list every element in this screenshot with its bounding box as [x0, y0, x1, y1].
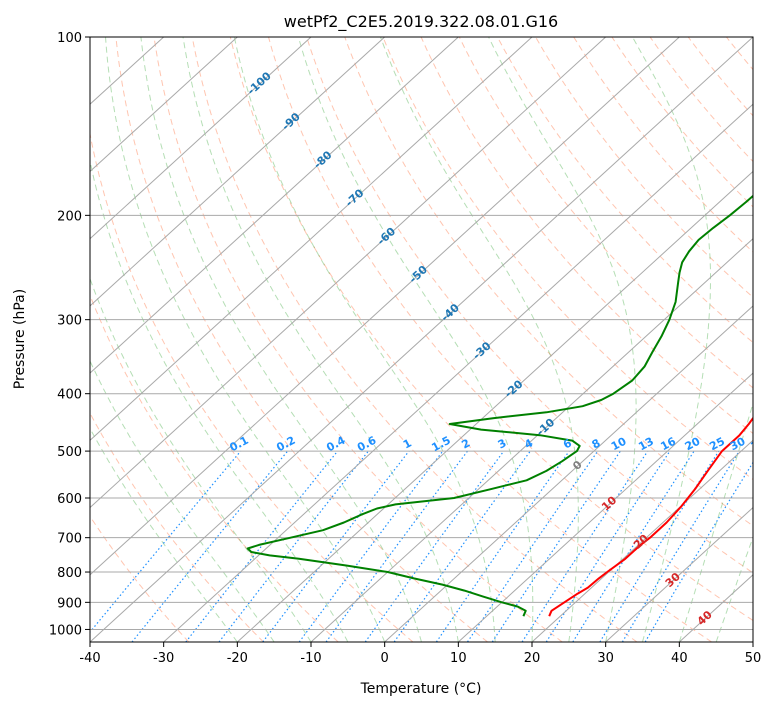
- plot-frame: [89, 36, 754, 643]
- mixing-ratio-label: 36: [749, 435, 769, 454]
- mixing-ratio-label: 30: [728, 435, 748, 454]
- isotherm: [605, 506, 753, 642]
- dry-adiabat: [306, 37, 753, 574]
- mixing-ratio-line: [131, 450, 289, 642]
- isotherm: [236, 170, 753, 642]
- x-tick-label: 20: [524, 651, 541, 666]
- x-tick-label: -30: [153, 651, 174, 666]
- mixing-ratio-line: [185, 450, 339, 642]
- mixing-ratio-line: [90, 450, 242, 633]
- isotherm: [90, 37, 312, 240]
- profile-series: [246, 194, 753, 617]
- y-tick-label: 200: [57, 209, 82, 224]
- isotherm: [310, 237, 753, 642]
- y-axis-label: Pressure (hPa): [12, 289, 28, 389]
- mixing-ratio-label: 20: [683, 434, 703, 453]
- moist-adiabat: [380, 37, 579, 642]
- mixing-ratio-line: [521, 450, 649, 642]
- mixing-ratio-label: 13: [636, 435, 656, 454]
- x-tick-label: 30: [597, 651, 614, 666]
- x-tick-label: -10: [300, 651, 321, 666]
- mixing-ratio-line: [572, 450, 695, 642]
- y-tick-label: 1000: [49, 623, 82, 638]
- plot-area: -100-90-80-70-60-50-40-30-20-10010203040…: [90, 37, 769, 642]
- isotherm: [90, 37, 238, 173]
- moist-adiabat: [105, 37, 386, 642]
- pressure-gridlines: [90, 37, 753, 630]
- y-tick-label: 300: [57, 314, 82, 329]
- moist-adiabat: [182, 37, 459, 642]
- x-tick-label: 50: [745, 651, 762, 666]
- x-tick-label: 0: [381, 651, 389, 666]
- y-tick-label: 900: [57, 596, 82, 611]
- isotherm: [384, 305, 753, 642]
- moist-adiabat: [488, 37, 637, 642]
- moist-adiabat: [678, 401, 753, 642]
- dry-adiabat: [90, 412, 264, 642]
- profile-line: [548, 416, 753, 617]
- mixing-ratio-line: [298, 450, 444, 642]
- mixing-ratio-line: [364, 450, 505, 642]
- mixing-ratio-label: 25: [707, 435, 727, 454]
- moist-adiabat: [297, 37, 534, 642]
- isotherm: [90, 37, 680, 576]
- isotherm: [90, 37, 386, 307]
- isotherm: [90, 37, 607, 509]
- mixing-ratio-line: [435, 450, 570, 642]
- moist-adiabat: [90, 359, 275, 642]
- dry-adiabat: [382, 37, 753, 481]
- mixing-ratio-line: [545, 450, 671, 642]
- y-tick-label: 800: [57, 566, 82, 581]
- dry-adiabat: [268, 37, 753, 622]
- x-axis-label: Temperature (°C): [360, 681, 482, 697]
- mixing-ratio-line: [491, 450, 621, 642]
- isotherm: [531, 439, 753, 642]
- x-tick-label: -20: [227, 651, 248, 666]
- dry-adiabat: [90, 515, 190, 642]
- isotherm: [90, 37, 459, 374]
- x-tick-label: -40: [79, 651, 100, 666]
- y-tick-label: 700: [57, 532, 82, 547]
- x-axis-ticks: -40 -30 -20 -10 0 10 20 30 40 50: [79, 642, 761, 666]
- mixing-ratio-line: [262, 450, 410, 642]
- profile-line: [246, 194, 753, 617]
- isotherms: [90, 37, 753, 642]
- mixing-ratio-label: 16: [658, 435, 678, 454]
- isotherm: [90, 37, 533, 442]
- y-axis-ticks: 100 200 300 400 500 600 700 800 900 1000: [49, 31, 90, 638]
- dry-adiabats: [90, 37, 753, 642]
- y-tick-label: 600: [57, 492, 82, 507]
- mixing-ratio-line: [621, 450, 740, 642]
- moist-adiabat: [632, 37, 711, 642]
- x-tick-label: 40: [671, 651, 688, 666]
- moist-adiabat: [140, 37, 422, 642]
- dry-adiabat: [115, 37, 488, 642]
- dry-adiabat: [191, 37, 638, 642]
- isotherm: [90, 37, 753, 642]
- dry-adiabat: [90, 131, 414, 642]
- y-tick-label: 400: [57, 388, 82, 403]
- x-tick-label: 10: [450, 651, 467, 666]
- dry-adiabat: [535, 37, 753, 298]
- mixing-ratio-label: 10: [609, 434, 629, 453]
- mixing-ratio-line: [325, 450, 468, 642]
- y-tick-label: 100: [57, 31, 82, 46]
- moist-adiabat: [90, 427, 238, 642]
- moist-adiabat: [715, 535, 753, 642]
- y-tick-label: 500: [57, 445, 82, 460]
- moist-adiabat: [90, 158, 349, 642]
- chart-title: wetPf2_C2E5.2019.322.08.01.G16: [284, 12, 558, 32]
- dry-adiabat: [153, 37, 563, 642]
- isotherm: [457, 372, 753, 642]
- mixing-ratio-line: [466, 450, 599, 642]
- dry-adiabat: [496, 37, 753, 344]
